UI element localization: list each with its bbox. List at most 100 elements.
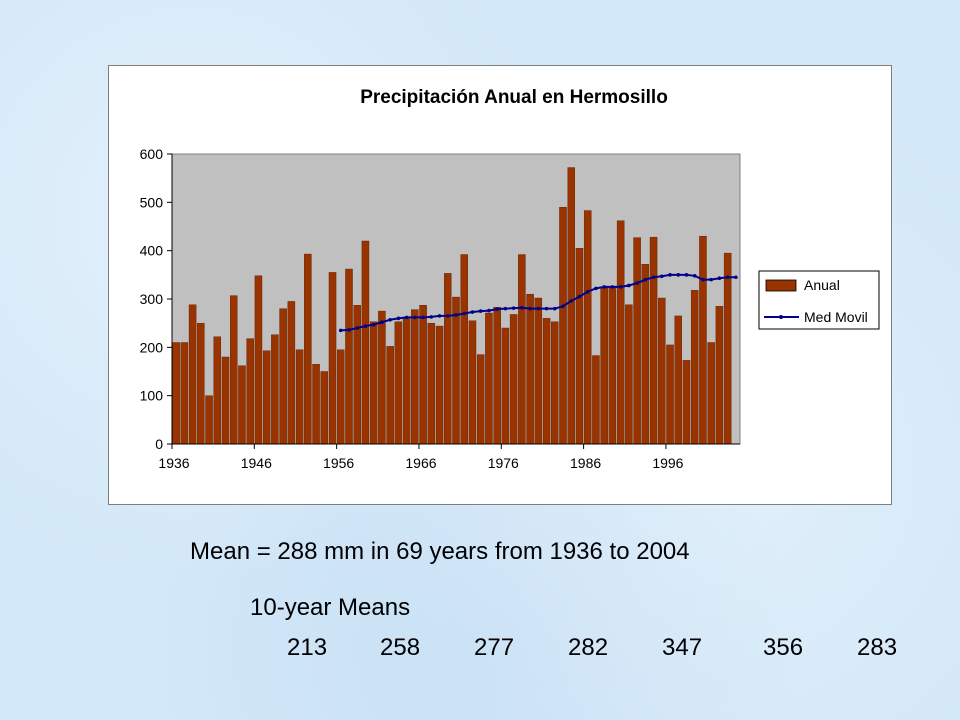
decade-mean-value: 258: [380, 634, 421, 661]
bar-1977: [509, 314, 518, 445]
bar-1997: [674, 315, 682, 445]
bar-1961: [378, 310, 386, 445]
bar-1948: [271, 334, 279, 445]
moving-average-point-1979: [528, 306, 532, 311]
bar-1988: [600, 286, 608, 445]
x-tick-label-1986: 1986: [570, 455, 601, 471]
moving-average-point-1980: [536, 306, 541, 311]
bar-2000: [699, 235, 707, 445]
bar-2002: [715, 306, 724, 445]
decade-mean-value: 277: [474, 634, 515, 661]
moving-average-point-1969: [445, 314, 450, 318]
moving-average-point-1974: [487, 308, 491, 313]
bar-1947: [262, 350, 271, 445]
bar-1995: [658, 297, 666, 445]
chart-frame: Precipitación Anual en Hermosillo 0 100 20…: [108, 65, 892, 505]
bar-1954: [320, 371, 329, 445]
decade-mean-value: 213: [287, 634, 328, 661]
bar-1945: [246, 338, 254, 445]
bar-1941: [213, 336, 222, 445]
legend: Anual Med Movil: [758, 270, 880, 330]
bar-1972: [468, 320, 477, 445]
bar-1976: [501, 327, 510, 445]
bar-1981: [542, 318, 551, 445]
bar-1962: [386, 346, 394, 445]
bar-1986: [583, 210, 592, 445]
moving-average-point-1985: [577, 294, 582, 299]
moving-average-point-1959: [363, 324, 368, 328]
legend-swatch-anual: [765, 279, 797, 292]
moving-average-point-1984: [569, 299, 574, 303]
moving-average-point-1958: [355, 326, 360, 330]
bar-1956: [337, 349, 345, 445]
bar-1944: [238, 365, 246, 445]
bar-1982: [551, 321, 559, 445]
bar-1975: [493, 307, 501, 445]
legend-marker-med-movil: [779, 315, 783, 319]
moving-average-point-2001: [709, 277, 713, 282]
moving-average-point-1999: [692, 274, 697, 278]
moving-average-point-1986: [585, 289, 590, 294]
bar-1958: [353, 305, 361, 445]
bar-1936: [172, 342, 180, 445]
moving-average-point-1968: [437, 314, 442, 318]
bar-1984: [567, 167, 575, 445]
moving-average-point-1987: [594, 286, 598, 291]
bar-1967: [427, 322, 436, 445]
y-tick-label-100: 100: [140, 388, 164, 404]
bar-1985: [575, 248, 584, 445]
moving-average-point-1964: [404, 315, 409, 320]
bar-1943: [229, 295, 238, 445]
bar-1949: [279, 308, 287, 445]
moving-average-point-1993: [643, 277, 648, 282]
moving-average-point-1998: [684, 273, 689, 277]
moving-average-point-1973: [478, 309, 483, 313]
bar-1993: [641, 263, 650, 445]
decade-means-title: 10-year Means: [250, 594, 411, 621]
moving-average-point-1996: [668, 273, 672, 277]
bar-1973: [476, 354, 485, 445]
moving-average-point-1991: [627, 283, 631, 288]
bar-1987: [592, 355, 600, 445]
bar-1960: [369, 321, 378, 445]
bars-group: [172, 167, 732, 445]
bar-1965: [411, 309, 419, 445]
moving-average-point-1988: [602, 285, 606, 289]
moving-average-point-2004: [734, 275, 738, 280]
x-tick-label-1946: 1946: [241, 455, 272, 471]
bar-1971: [460, 254, 468, 445]
bar-1939: [197, 322, 205, 445]
x-tick-label-1936: 1936: [158, 455, 189, 471]
axes-group: 0 100 200 300 400 500 600 1936 1946 1956 1966 1976 1…: [140, 146, 740, 471]
x-tick-label-1956: 1956: [323, 455, 354, 471]
moving-average-point-1975: [495, 307, 499, 311]
moving-average-point-1965: [413, 315, 417, 320]
moving-average-point-2002: [717, 276, 722, 281]
bar-1959: [361, 240, 370, 445]
moving-average-point-1989: [610, 285, 615, 289]
moving-average-group: [338, 273, 738, 333]
moving-average-point-1957: [347, 328, 351, 332]
bar-1979: [526, 293, 534, 445]
bar-1990: [616, 220, 625, 445]
moving-average-point-1981: [544, 306, 549, 311]
bar-1951: [295, 349, 304, 445]
bar-1992: [633, 237, 641, 445]
bar-1937: [180, 342, 189, 445]
y-tick-label-0: 0: [155, 436, 163, 452]
bar-1970: [452, 296, 460, 445]
bar-1953: [312, 364, 320, 445]
moving-average-point-1978: [520, 305, 524, 310]
y-tick-label-600: 600: [140, 146, 164, 162]
moving-average-point-1956: [338, 328, 343, 333]
decade-mean-value: 356: [763, 634, 804, 661]
x-tick-label-1996: 1996: [652, 455, 683, 471]
y-tick-label-300: 300: [140, 291, 164, 307]
bar-1991: [625, 304, 633, 445]
overall-mean-text: Mean = 288 mm in 69 years from 1936 to 2…: [190, 538, 690, 565]
bar-1996: [666, 344, 674, 445]
moving-average-point-1960: [371, 322, 376, 327]
bar-1940: [205, 395, 213, 445]
moving-average-point-1976: [503, 306, 508, 311]
bar-1952: [304, 253, 312, 445]
